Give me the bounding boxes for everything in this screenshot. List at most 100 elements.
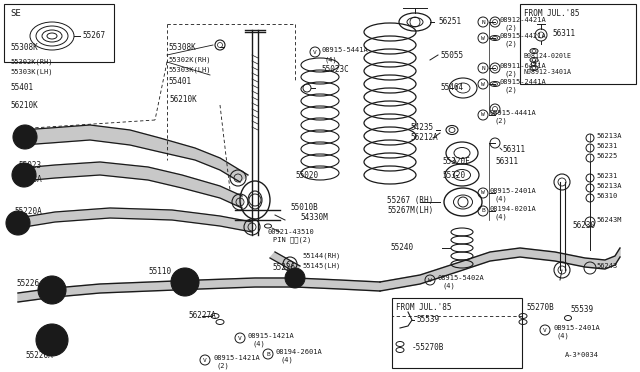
Text: W: W <box>481 35 485 41</box>
Circle shape <box>38 276 66 304</box>
Text: 55539: 55539 <box>570 305 593 314</box>
Text: W: W <box>428 278 432 282</box>
Text: V: V <box>313 49 317 55</box>
Circle shape <box>6 211 30 235</box>
Text: 55220A: 55220A <box>14 208 42 217</box>
Text: 54235: 54235 <box>410 124 433 132</box>
Text: 56230: 56230 <box>572 221 595 230</box>
Text: 55023C: 55023C <box>321 65 349 74</box>
Text: 55464: 55464 <box>440 83 463 93</box>
Polygon shape <box>22 162 242 208</box>
Text: (4): (4) <box>495 196 508 202</box>
Text: (2): (2) <box>217 363 230 369</box>
Text: FROM JUL.'85: FROM JUL.'85 <box>524 10 579 19</box>
Polygon shape <box>270 252 300 272</box>
Text: 55303K(LH): 55303K(LH) <box>168 67 211 73</box>
Text: B: B <box>266 352 270 356</box>
Text: 08911-6441A: 08911-6441A <box>500 63 547 69</box>
Text: 55303K(LH): 55303K(LH) <box>10 69 52 75</box>
Text: 56225: 56225 <box>596 153 617 159</box>
Text: 55308K: 55308K <box>10 44 38 52</box>
Text: 08915-5402A: 08915-5402A <box>438 275 484 281</box>
Text: 55144(RH): 55144(RH) <box>302 253 340 259</box>
Text: (2): (2) <box>505 41 518 47</box>
Text: (2): (2) <box>495 118 508 124</box>
Text: 55226: 55226 <box>16 279 39 289</box>
Text: 56311: 56311 <box>495 157 518 167</box>
Text: 08915-4421A: 08915-4421A <box>500 33 547 39</box>
Text: 56210K: 56210K <box>169 96 196 105</box>
Text: 08915-5441A: 08915-5441A <box>321 47 368 53</box>
Polygon shape <box>18 278 380 302</box>
Text: 56231: 56231 <box>596 173 617 179</box>
Text: 08915-4441A: 08915-4441A <box>490 110 537 116</box>
Bar <box>4 4 114 62</box>
Text: (4): (4) <box>530 60 542 66</box>
Text: 54330M: 54330M <box>300 214 328 222</box>
Text: (4): (4) <box>557 333 570 339</box>
Text: FROM JUL.'85: FROM JUL.'85 <box>396 304 451 312</box>
Polygon shape <box>380 248 620 291</box>
Text: (4): (4) <box>442 283 455 289</box>
Text: 08912-4421A: 08912-4421A <box>500 17 547 23</box>
Text: 00921-43510: 00921-43510 <box>268 229 315 235</box>
Text: (2): (2) <box>505 87 518 93</box>
Text: 08915-2401A: 08915-2401A <box>490 188 537 194</box>
Text: 56210K: 56210K <box>10 100 38 109</box>
Circle shape <box>36 324 68 356</box>
Text: 56251: 56251 <box>438 17 461 26</box>
Text: 56213A: 56213A <box>596 133 621 139</box>
Text: 56311: 56311 <box>502 145 525 154</box>
Text: 55308K: 55308K <box>168 42 196 51</box>
Text: 55226: 55226 <box>272 263 295 273</box>
Text: 55267: 55267 <box>82 32 105 41</box>
Text: 56310: 56310 <box>596 193 617 199</box>
Text: 55267M(LH): 55267M(LH) <box>387 205 433 215</box>
Text: 55010B: 55010B <box>290 203 317 212</box>
Text: 08194-2601A: 08194-2601A <box>276 349 323 355</box>
Circle shape <box>13 125 37 149</box>
Text: B: B <box>481 208 485 214</box>
Text: (4): (4) <box>252 341 265 347</box>
Text: 56243: 56243 <box>596 263 617 269</box>
Text: N: N <box>481 19 485 25</box>
Text: 55023A: 55023A <box>14 176 42 185</box>
Text: PIN ピン(2): PIN ピン(2) <box>273 237 311 243</box>
Text: 56213A: 56213A <box>596 183 621 189</box>
Text: SE: SE <box>10 10 20 19</box>
Text: 56243M: 56243M <box>596 217 621 223</box>
Text: 55240: 55240 <box>390 244 413 253</box>
Text: B08124-020lE: B08124-020lE <box>524 53 572 59</box>
Text: 55302K(RH): 55302K(RH) <box>168 57 211 63</box>
Text: 55401: 55401 <box>10 83 33 93</box>
Text: 56231: 56231 <box>596 143 617 149</box>
Text: V: V <box>203 357 207 362</box>
Text: A-3*0034: A-3*0034 <box>565 352 599 358</box>
Text: W: W <box>481 190 485 196</box>
Text: (2): (2) <box>505 25 518 31</box>
Text: (4): (4) <box>495 214 508 220</box>
Circle shape <box>171 268 199 296</box>
Text: W: W <box>481 112 485 118</box>
Text: (4): (4) <box>325 57 338 63</box>
Circle shape <box>285 268 305 288</box>
Text: 08915-2441A: 08915-2441A <box>500 79 547 85</box>
Polygon shape <box>22 125 248 182</box>
Text: W: W <box>481 81 485 87</box>
Text: 55320F: 55320F <box>442 157 470 167</box>
Text: 55320: 55320 <box>442 170 465 180</box>
Text: N08912-3401A: N08912-3401A <box>524 69 572 75</box>
Text: 55055: 55055 <box>440 51 463 60</box>
Text: 08915-1421A: 08915-1421A <box>213 355 260 361</box>
Text: (4): (4) <box>280 357 292 363</box>
Text: 56212A: 56212A <box>410 134 438 142</box>
Text: 56311: 56311 <box>552 29 575 38</box>
Text: V: V <box>543 327 547 333</box>
Text: 0B915-2401A: 0B915-2401A <box>553 325 600 331</box>
Text: 55267 (RH): 55267 (RH) <box>387 196 433 205</box>
Bar <box>392 298 522 368</box>
Text: -55270B: -55270B <box>412 343 444 352</box>
Text: 55145(LH): 55145(LH) <box>302 263 340 269</box>
Text: 08915-1421A: 08915-1421A <box>248 333 295 339</box>
Text: 55539: 55539 <box>416 315 439 324</box>
